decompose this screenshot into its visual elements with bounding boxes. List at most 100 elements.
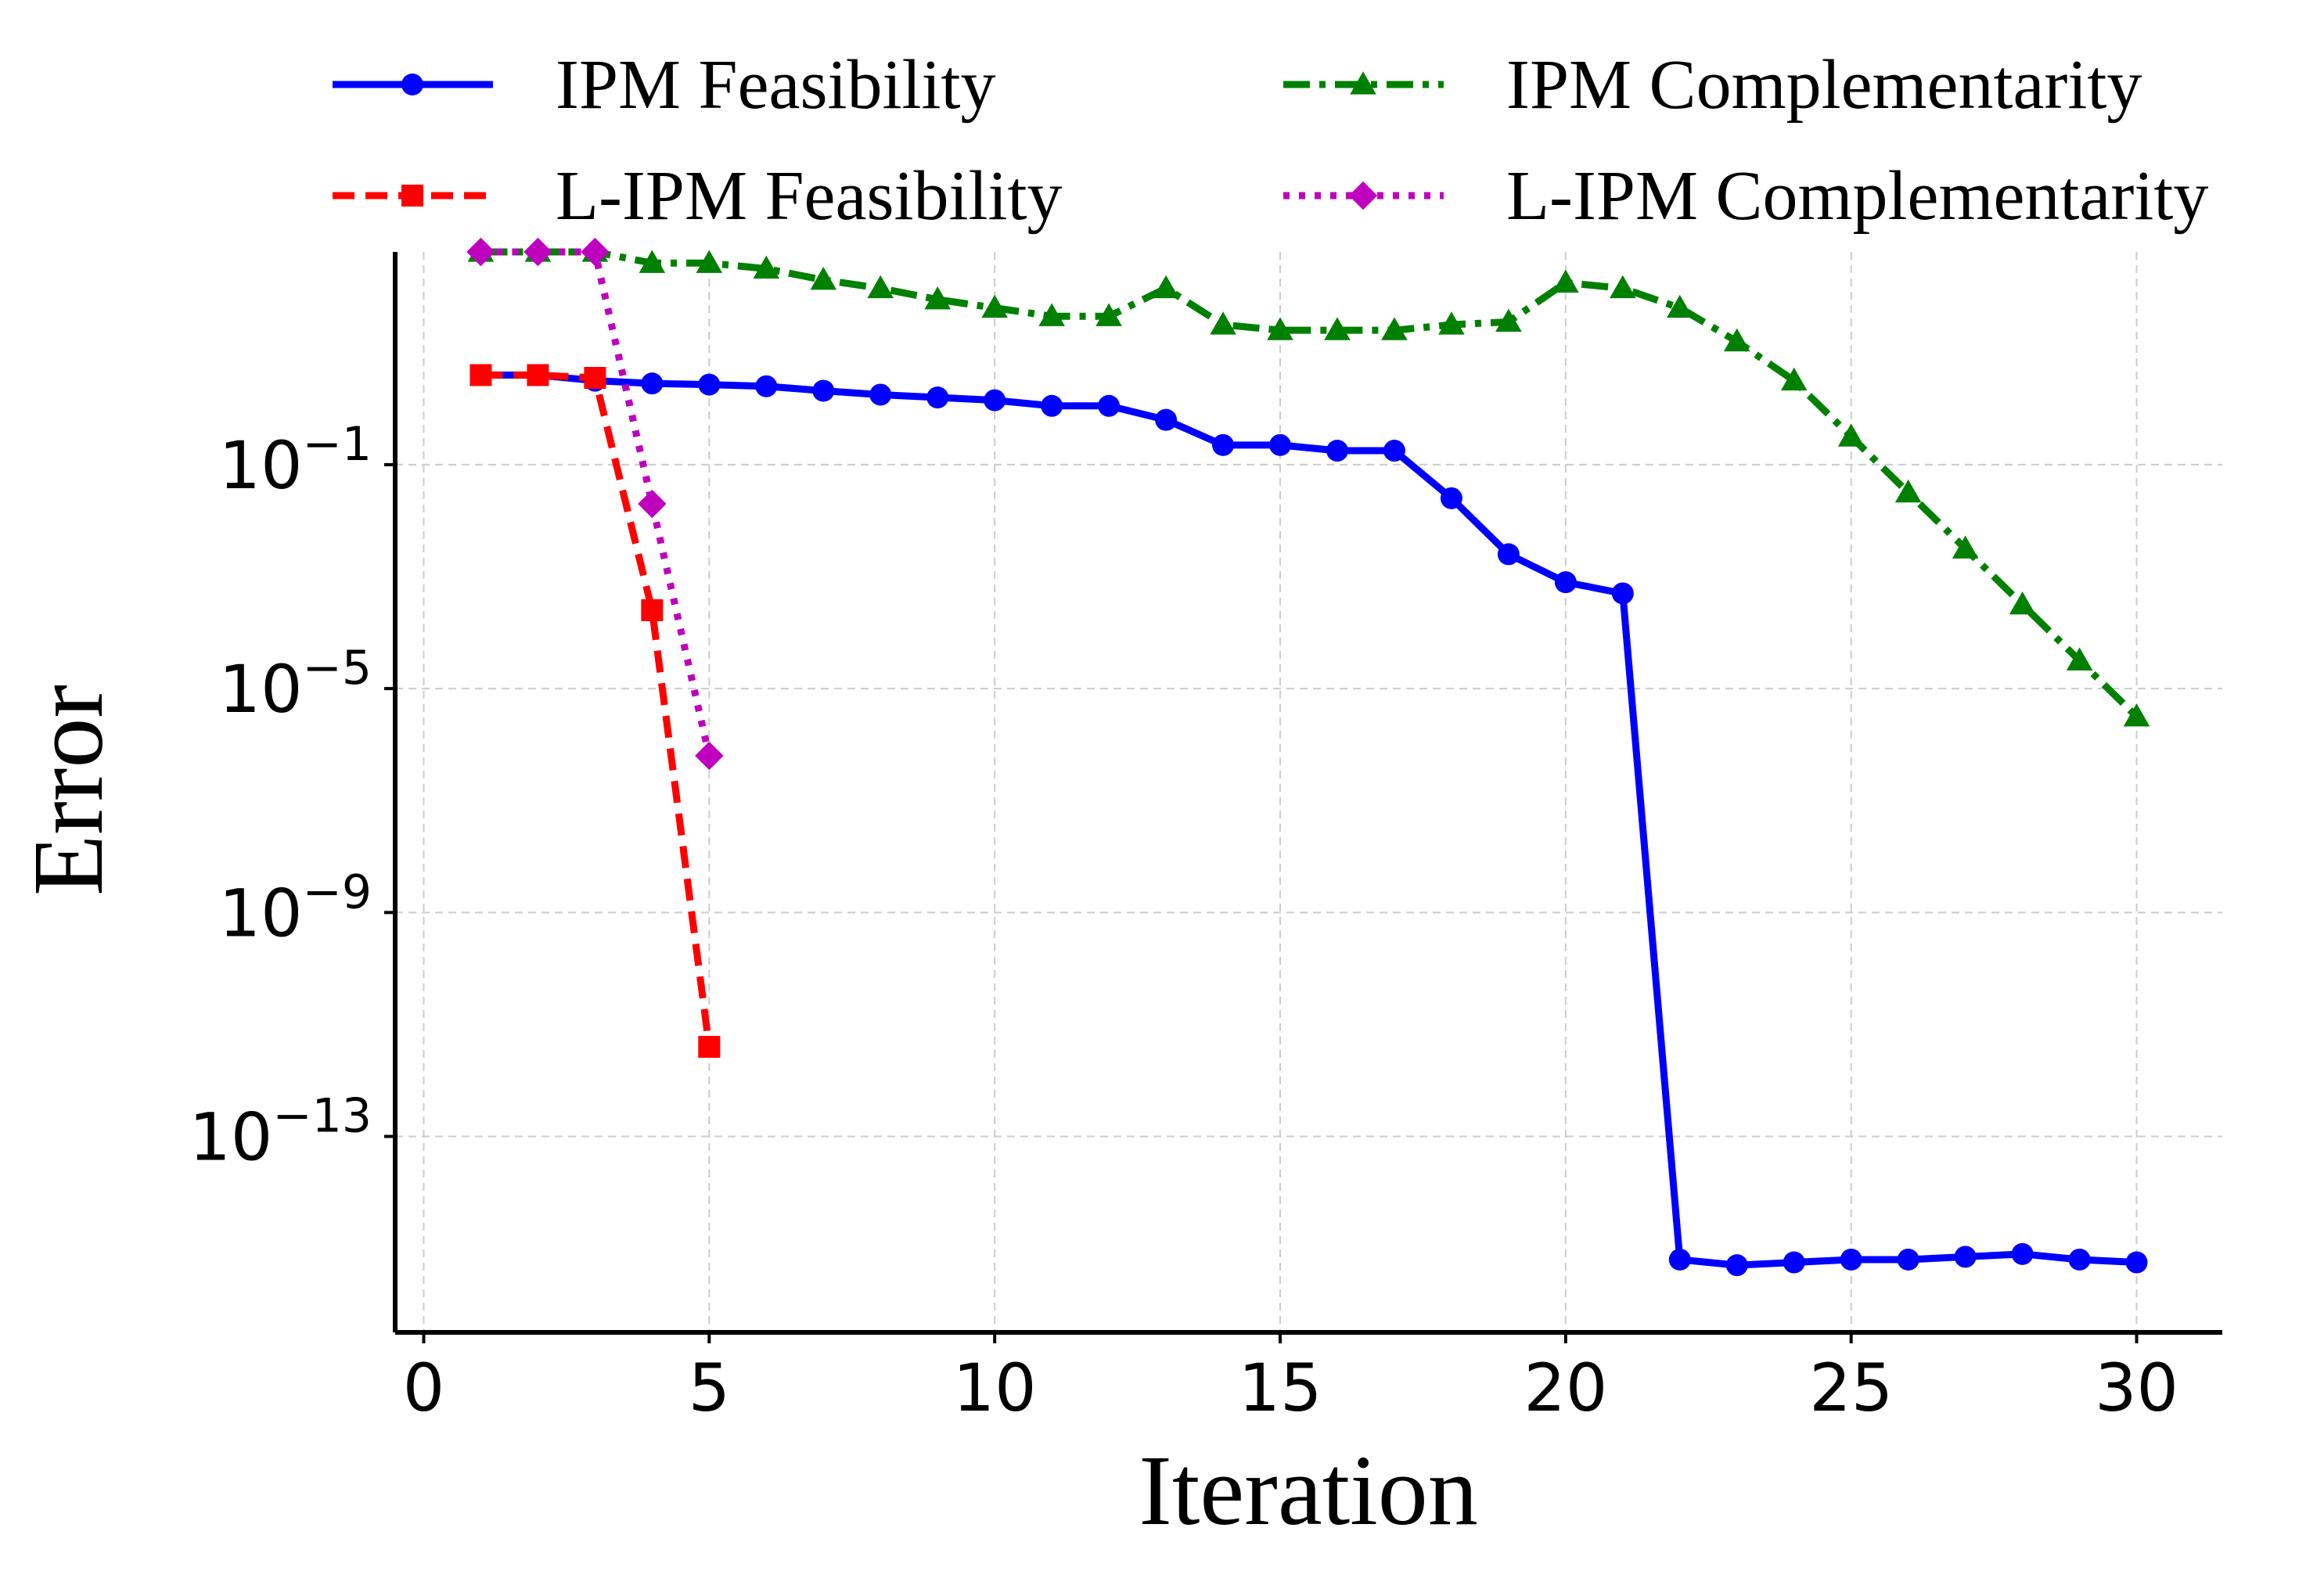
data-point-diamond (523, 237, 552, 267)
data-point-triangle (1210, 311, 1236, 335)
axes (393, 252, 2222, 1335)
data-point-triangle (2123, 703, 2150, 727)
data-point-circle (641, 372, 664, 395)
legend-label: L-IPM Feasibility (556, 157, 1063, 235)
data-point-triangle (1952, 535, 1979, 559)
data-point-circle (812, 379, 835, 402)
data-point-triangle (639, 250, 666, 273)
x-tick-label: 20 (1524, 1350, 1607, 1426)
data-point-circle (2068, 1248, 2091, 1271)
data-point-triangle (1666, 294, 1693, 318)
grid-lines (395, 252, 2222, 1332)
data-point-square (527, 364, 549, 386)
legend-entry: IPM Complementarity (1283, 46, 2142, 124)
data-point-square (401, 185, 423, 207)
data-point-circle (1212, 433, 1235, 456)
legend: IPM Feasibility IPM Complementarity L-IPM … (333, 46, 2208, 235)
data-point-circle (1440, 487, 1462, 509)
data-point-circle (401, 74, 423, 95)
data-point-triangle (696, 250, 723, 273)
data-point-triangle (1095, 303, 1122, 326)
data-point-circle (1497, 543, 1520, 566)
data-point-triangle (1495, 308, 1522, 333)
x-tick-label: 25 (1809, 1350, 1893, 1426)
data-point-triangle (2009, 591, 2036, 615)
data-point-circle (1155, 408, 1178, 431)
y-tick-exponent: −9 (303, 865, 372, 919)
data-point-triangle (1894, 479, 1922, 503)
data-point-circle (2125, 1251, 2148, 1274)
data-point-triangle (1780, 367, 1808, 391)
legend-entry: L-IPM Complementarity (1283, 157, 2208, 235)
data-point-square (469, 364, 492, 386)
data-point-triangle (1837, 423, 1865, 447)
data-point-square (584, 366, 606, 389)
data-point-triangle (1438, 311, 1465, 335)
series-line (480, 371, 2137, 1269)
y-tick-label: 10−9 (219, 865, 372, 951)
legend-label: IPM Complementarity (1506, 46, 2142, 124)
legend-label: IPM Feasibility (556, 46, 996, 124)
data-point-diamond (695, 741, 724, 771)
series-line (480, 248, 713, 757)
legend-entry: IPM Feasibility (333, 46, 996, 124)
data-point-circle (1725, 1254, 1748, 1277)
data-point-circle (1840, 1248, 1862, 1271)
data-point-triangle (753, 255, 780, 279)
y-tick-label: 10−5 (219, 641, 372, 728)
y-tick-base: 10 (219, 427, 303, 504)
data-point-triangle (867, 275, 894, 299)
y-tick-base: 10 (219, 651, 303, 728)
x-tick-label: 30 (2095, 1350, 2178, 1426)
data-point-triangle (1038, 303, 1065, 326)
data-point-diamond (581, 237, 610, 267)
data-point-circle (984, 389, 1006, 412)
series-l-ipm-feasibility (469, 364, 721, 1059)
y-tick-label: 10−13 (189, 1089, 372, 1176)
data-point-triangle (810, 266, 837, 290)
x-tick-label: 5 (689, 1350, 730, 1426)
data-point-triangle (1723, 328, 1750, 352)
data-point-circle (869, 383, 892, 406)
data-point-circle (2011, 1242, 2034, 1265)
data-point-triangle (1610, 275, 1636, 299)
data-point-triangle (1153, 275, 1179, 299)
series-l-ipm-complementarity (466, 237, 724, 771)
data-point-circle (1269, 433, 1292, 456)
y-ticks: 10−110−510−910−13 (189, 417, 395, 1176)
data-point-circle (1897, 1248, 1919, 1271)
data-point-circle (1668, 1248, 1691, 1271)
data-point-triangle (1324, 317, 1351, 340)
data-point-circle (1554, 571, 1577, 594)
y-tick-exponent: −1 (303, 417, 372, 472)
data-point-circle (926, 386, 949, 409)
data-point-triangle (2066, 647, 2093, 670)
x-tick-label: 0 (403, 1350, 444, 1426)
data-point-circle (1954, 1246, 1977, 1268)
x-ticks: 0 5 10 15 20 25 30 (403, 1332, 2178, 1426)
x-axis-title: Iteration (1139, 1435, 1478, 1546)
x-tick-label: 15 (1239, 1350, 1322, 1426)
data-point-circle (1383, 440, 1405, 462)
data-point-triangle (924, 286, 952, 310)
data-point-circle (1783, 1251, 1805, 1274)
series-line (480, 371, 713, 1048)
y-tick-base: 10 (219, 875, 303, 951)
y-axis-title: Error (13, 685, 124, 896)
data-point-triangle (981, 294, 1008, 318)
data-point-diamond (466, 237, 495, 267)
series-ipm-complementarity (467, 239, 2150, 727)
data-point-circle (1098, 394, 1121, 417)
y-tick-base: 10 (189, 1099, 272, 1176)
data-point-triangle (1552, 269, 1579, 293)
series-layer (466, 237, 2150, 1277)
data-point-circle (1041, 394, 1063, 417)
x-tick-label: 10 (953, 1350, 1037, 1426)
series-ipm-feasibility (469, 364, 2148, 1277)
data-point-triangle (1267, 317, 1293, 340)
data-point-triangle (1350, 71, 1376, 95)
data-point-circle (698, 373, 721, 396)
data-point-circle (1611, 582, 1634, 605)
data-point-circle (1326, 440, 1348, 462)
data-point-triangle (1381, 317, 1408, 340)
